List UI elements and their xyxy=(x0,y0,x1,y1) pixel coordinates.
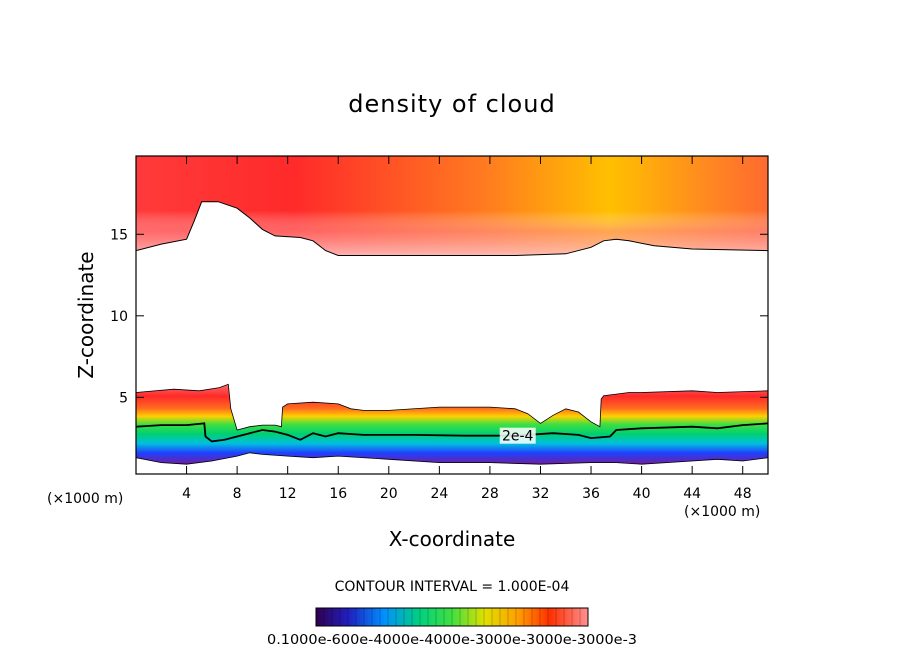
upper-cloud-layer-fade xyxy=(136,156,768,256)
x-unit-left: (×1000 m) xyxy=(47,491,123,507)
x-axis-label: X-coordinate xyxy=(389,527,516,551)
x-tick-label: 40 xyxy=(633,486,651,502)
colorbar-frame xyxy=(315,607,589,627)
x-tick-label: 20 xyxy=(380,486,398,502)
x-tick-label: 48 xyxy=(734,486,752,502)
x-tick-label: 16 xyxy=(329,486,347,502)
x-tick-label: 24 xyxy=(430,486,448,502)
contour-line-2e-4 xyxy=(136,422,768,443)
plot-frame xyxy=(135,155,769,475)
x-tick-label: 28 xyxy=(481,486,499,502)
x-unit-right: (×1000 m) xyxy=(684,504,760,520)
x-axis-ticks: 4 8 12 16 20 24 28 32 36 40 44 48 xyxy=(182,156,752,502)
y-tick-label: 15 xyxy=(110,227,128,243)
colorbar: 0.1000e-600e-4000e-4000e-3000e-3000e-300… xyxy=(267,607,637,648)
y-tick-label: 10 xyxy=(110,309,128,325)
contour-label-2e-4: 2e-4 xyxy=(502,429,534,445)
contour-interval-label: CONTOUR INTERVAL = 1.000E-04 xyxy=(335,579,570,595)
chart-title: density of cloud xyxy=(348,90,555,118)
y-axis-ticks: 5 10 15 xyxy=(110,227,768,406)
y-axis-label: Z-coordinate xyxy=(74,251,98,378)
x-tick-label: 32 xyxy=(532,486,550,502)
colorbar-labels: 0.1000e-600e-4000e-4000e-3000e-3000e-300… xyxy=(267,633,637,648)
lower-cloud-layer xyxy=(136,384,768,465)
x-tick-label: 36 xyxy=(582,486,600,502)
contour-label-background xyxy=(499,427,536,444)
upper-layer-contour xyxy=(136,201,768,256)
lower-layer-top-contour xyxy=(136,383,768,431)
x-tick-label: 12 xyxy=(279,486,297,502)
x-tick-label: 4 xyxy=(182,486,191,502)
x-tick-label: 8 xyxy=(233,486,242,502)
plot-area: 2e-4 xyxy=(136,156,768,474)
y-tick-label: 5 xyxy=(119,390,128,406)
x-tick-label: 44 xyxy=(683,486,701,502)
lower-layer-bottom-contour xyxy=(136,452,768,465)
colorbar-stripes xyxy=(323,608,581,626)
colorbar-gradient xyxy=(316,608,588,626)
